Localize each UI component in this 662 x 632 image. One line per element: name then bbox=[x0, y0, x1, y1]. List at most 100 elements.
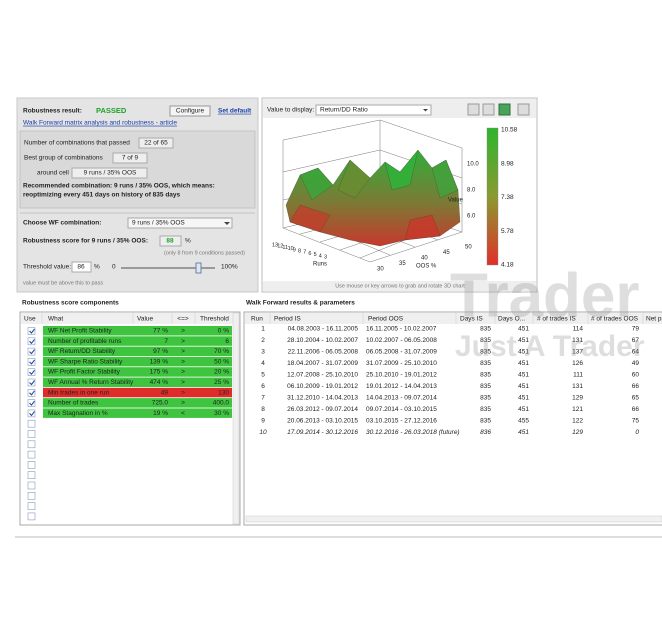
h-scrollbar[interactable] bbox=[245, 515, 662, 523]
field bbox=[138, 137, 174, 149]
wf-select[interactable] bbox=[127, 217, 233, 229]
checkbox[interactable] bbox=[27, 358, 36, 366]
threshold: 30 % bbox=[214, 410, 229, 417]
tool-icon[interactable] bbox=[467, 103, 480, 116]
scrollbar[interactable] bbox=[232, 312, 240, 525]
checkbox[interactable] bbox=[27, 491, 36, 500]
cell: 12.07.2008 - 25.10.2010 bbox=[287, 372, 358, 379]
run-tick-label: 12 bbox=[277, 244, 283, 250]
operator: > bbox=[181, 379, 185, 386]
threshold-value[interactable]: 86 bbox=[77, 264, 85, 271]
checkbox[interactable] bbox=[27, 502, 36, 510]
checkbox[interactable] bbox=[27, 471, 36, 480]
operator: > bbox=[181, 338, 185, 345]
row-passed bbox=[43, 346, 232, 357]
cell: 131 bbox=[572, 337, 583, 344]
checkbox[interactable] bbox=[27, 440, 36, 449]
checkbox[interactable] bbox=[27, 337, 36, 346]
threshold-input[interactable] bbox=[71, 261, 92, 273]
color-scale-label: 10.58 bbox=[501, 127, 518, 134]
cell: 19.01.2012 - 14.04.2013 bbox=[366, 383, 437, 390]
cell: 121 bbox=[572, 406, 583, 413]
cell: 26.03.2012 - 09.07.2014 bbox=[287, 406, 358, 413]
value: 7 of 9 bbox=[122, 155, 139, 162]
display-value[interactable]: Return/DD Ratio bbox=[320, 107, 368, 114]
checkbox[interactable] bbox=[27, 368, 36, 377]
column-header: Period OOS bbox=[368, 316, 404, 323]
tool-icon[interactable] bbox=[498, 103, 511, 116]
color-scale bbox=[486, 127, 499, 266]
threshold: 50 % bbox=[214, 358, 229, 365]
checkbox[interactable] bbox=[27, 347, 36, 356]
configure-button[interactable] bbox=[169, 105, 211, 117]
configure-label[interactable]: Configure bbox=[176, 108, 205, 115]
cell: 8 bbox=[261, 406, 265, 413]
oos-axis-title: OOS % bbox=[416, 264, 437, 270]
runs-axis-title: Runs bbox=[313, 262, 327, 268]
checkbox[interactable] bbox=[27, 450, 36, 459]
run-tick-label: 11 bbox=[282, 245, 288, 251]
slider-knob[interactable] bbox=[195, 262, 202, 274]
cell: 18.04.2007 - 31.07.2009 bbox=[287, 360, 358, 367]
set-default[interactable]: Set default bbox=[218, 108, 252, 115]
cell: 04.08.2003 - 16.11.2005 bbox=[288, 326, 359, 333]
color-scale-label: 7.38 bbox=[501, 194, 514, 201]
threshold: 25 % bbox=[214, 379, 229, 386]
checkbox[interactable] bbox=[27, 399, 36, 407]
cell: 114 bbox=[573, 326, 584, 333]
table-header bbox=[245, 313, 662, 324]
run-tick-label: 7 bbox=[303, 250, 306, 256]
cell: 451 bbox=[518, 337, 529, 344]
wf-choice-label: Choose WF combination: bbox=[23, 220, 101, 227]
checkbox[interactable] bbox=[27, 430, 36, 438]
checkbox[interactable] bbox=[27, 327, 36, 335]
cell: 836 bbox=[480, 429, 491, 436]
display-label: Value to display: bbox=[267, 107, 314, 114]
wf-select-value[interactable]: 9 runs / 35% OOS bbox=[132, 220, 185, 227]
what: Min trades in one run bbox=[48, 389, 109, 396]
cell: 111 bbox=[573, 372, 583, 379]
cell: 451 bbox=[518, 372, 529, 379]
threshold: 20 % bbox=[214, 369, 229, 376]
cell: 455 bbox=[518, 418, 529, 425]
checkbox[interactable] bbox=[27, 419, 36, 428]
cell: 66 bbox=[632, 383, 640, 390]
display-select[interactable] bbox=[315, 104, 432, 116]
checkbox[interactable] bbox=[27, 512, 36, 521]
color-scale-label: 4.18 bbox=[501, 262, 514, 269]
tool-icon[interactable] bbox=[517, 103, 530, 116]
value: 725.0 bbox=[152, 400, 169, 407]
article-link[interactable]: Walk Forward matrix analysis and robustn… bbox=[23, 120, 177, 127]
checkbox[interactable] bbox=[27, 388, 36, 397]
operator: > bbox=[181, 389, 185, 396]
value: 9 runs / 35% OOS bbox=[84, 170, 137, 177]
cell: 122 bbox=[572, 418, 583, 425]
check-mark bbox=[29, 369, 35, 376]
cell: 835 bbox=[480, 337, 491, 344]
column-header: Days IS bbox=[460, 316, 483, 323]
column-header: What bbox=[48, 316, 63, 323]
cell: 65 bbox=[632, 395, 640, 402]
run-tick-label: 9 bbox=[293, 247, 296, 253]
threshold: 6 bbox=[225, 338, 229, 345]
run-tick-label: 5 bbox=[314, 252, 317, 258]
cell: 129 bbox=[572, 395, 583, 402]
watermark-small: Just A Trader bbox=[455, 330, 645, 363]
tool-icon[interactable] bbox=[482, 103, 495, 116]
checkbox[interactable] bbox=[27, 378, 36, 387]
cell: 2 bbox=[261, 337, 265, 344]
cell: 75 bbox=[632, 418, 640, 425]
cell: 20.06.2013 - 03.10.2015 bbox=[287, 418, 358, 425]
column-header: Run bbox=[251, 316, 263, 323]
checkbox[interactable] bbox=[27, 461, 36, 469]
cell: 129 bbox=[572, 429, 583, 436]
checkbox[interactable] bbox=[27, 409, 36, 418]
cell: 451 bbox=[518, 383, 529, 390]
value: 19 % bbox=[153, 410, 168, 417]
checkbox[interactable] bbox=[27, 481, 36, 490]
oos-tick-label: 50 bbox=[465, 245, 472, 251]
run-tick-label: 6 bbox=[308, 251, 311, 257]
cell: 835 bbox=[480, 418, 491, 425]
check-mark bbox=[29, 411, 35, 417]
table-header bbox=[21, 313, 233, 324]
